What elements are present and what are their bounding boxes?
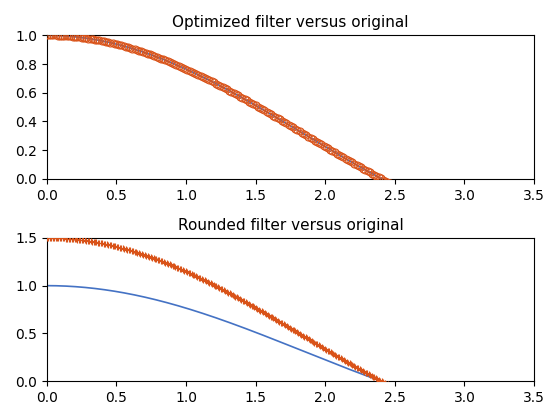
Title: Optimized filter versus original: Optimized filter versus original [172, 15, 409, 30]
Title: Rounded filter versus original: Rounded filter versus original [178, 218, 403, 233]
